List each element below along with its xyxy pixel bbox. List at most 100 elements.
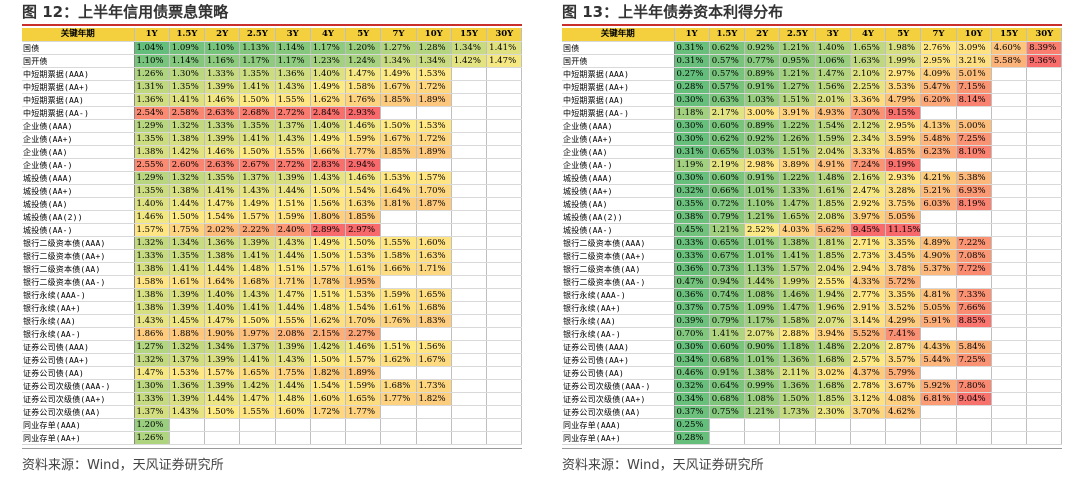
table-cell	[486, 236, 523, 250]
row-label: 银行永续(AA-)	[562, 327, 675, 341]
table-cell	[486, 158, 523, 172]
table-cell	[380, 275, 417, 289]
table-cell: 1.47%	[275, 288, 311, 302]
table-cell: 1.43%	[239, 288, 276, 302]
table-cell	[486, 67, 523, 81]
table-cell: 1.89%	[416, 93, 452, 107]
table-cell: 1.33%	[204, 67, 241, 81]
table-cell: 1.65%	[850, 41, 887, 55]
table-cell: 1.62%	[310, 314, 347, 328]
table-cell: 7.80%	[956, 379, 992, 393]
row-label: 证券公司债(AA)	[22, 366, 135, 380]
table-cell: 2.11%	[779, 366, 816, 380]
table-cell: 0.31%	[674, 41, 710, 55]
table-cell: 2.95%	[920, 54, 957, 68]
table-cell: 1.06%	[815, 54, 851, 68]
table-cell: 0.31%	[674, 54, 710, 68]
table-cell	[310, 431, 347, 445]
table-cell: 2.16%	[850, 171, 887, 185]
table-cell: 0.36%	[674, 288, 710, 302]
table-cell: 3.14%	[850, 314, 887, 328]
table-cell: 1.38%	[134, 288, 170, 302]
table-cell: 1.01%	[744, 249, 781, 263]
row-label: 银行二级资本债(AAA)	[562, 236, 675, 250]
table-cell	[486, 418, 523, 432]
table-cell: 1.75%	[275, 366, 311, 380]
table-row: 银行二级资本债(AA-) 0.47% 0.94% 1.44% 1.99% 2.55% 4.3…	[562, 275, 1063, 289]
table-cell: 1.27%	[779, 80, 816, 94]
table-cell: 1.88%	[169, 327, 206, 341]
table-cell: 0.47%	[674, 275, 710, 289]
table-cell: 4.62%	[885, 405, 922, 419]
table-cell: 1.40%	[134, 197, 170, 211]
table-cell: 1.21%	[744, 405, 781, 419]
table-cell	[451, 379, 488, 393]
table-cell: 1.51%	[779, 93, 816, 107]
table-cell: 2.07%	[815, 314, 851, 328]
table-cell: 1.51%	[275, 262, 311, 276]
row-label: 城投债(AA-)	[22, 223, 135, 237]
table-cell: 1.89%	[416, 145, 452, 159]
figure-12-panel: 图 12：上半年信用债票息策略 关键年期 1Y 1.5Y 2Y 2.5Y 3Y 4Y 5Y 7Y…	[22, 0, 523, 480]
header-corner: 关键年期	[22, 28, 135, 42]
table-cell	[991, 314, 1028, 328]
table-cell	[991, 119, 1028, 133]
table-cell: 1.39%	[275, 171, 311, 185]
table-cell	[451, 210, 488, 224]
row-label: 中短期票据(AA-)	[22, 106, 135, 120]
table-row: 中短期票据(AA-) 2.54% 2.58% 2.63% 2.68% 2.72% 2.84%…	[22, 106, 523, 120]
table-cell	[416, 106, 452, 120]
table-cell	[1026, 431, 1063, 445]
table-cell: 5.38%	[956, 171, 992, 185]
table-cell	[744, 431, 781, 445]
row-label: 企业债(AAA)	[562, 119, 675, 133]
row-label: 企业债(AA+)	[22, 132, 135, 146]
table-cell: 1.41%	[239, 80, 276, 94]
table-cell	[380, 106, 417, 120]
row-label: 证券公司次级债(AA)	[562, 405, 675, 419]
table-cell: 9.15%	[885, 106, 922, 120]
table-cell	[380, 158, 417, 172]
table-row: 银行永续(AA-) 0.70% 1.41% 2.07% 2.88% 3.94% 5.52% 7…	[562, 327, 1063, 341]
table-cell: 1.49%	[239, 197, 276, 211]
row-label: 城投债(AA-)	[562, 223, 675, 237]
table-cell: 1.43%	[275, 132, 311, 146]
table-cell	[991, 184, 1028, 198]
table-cell: 1.53%	[416, 67, 452, 81]
table-cell: 1.54%	[345, 301, 382, 315]
table-cell: 1.50%	[310, 184, 347, 198]
table-cell: 1.50%	[345, 236, 382, 250]
table-cell: 2.87%	[885, 340, 922, 354]
table-cell: 1.68%	[239, 275, 276, 289]
table-cell: 4.09%	[920, 67, 957, 81]
table-cell: 1.39%	[204, 379, 241, 393]
table-cell: 1.41%	[709, 327, 746, 341]
table-cell	[920, 418, 957, 432]
table-cell: 1.33%	[134, 249, 170, 263]
table-cell: 1.44%	[204, 262, 241, 276]
row-label: 中短期票据(AA)	[22, 93, 135, 107]
table-cell: 0.62%	[709, 41, 746, 55]
table-cell: 3.21%	[956, 54, 992, 68]
table-cell: 1.14%	[275, 41, 311, 55]
table-cell: 2.98%	[744, 158, 781, 172]
table-cell: 3.78%	[885, 262, 922, 276]
table-cell: 1.46%	[345, 171, 382, 185]
table-cell: 5.48%	[920, 132, 957, 146]
table-cell: 2.63%	[204, 106, 241, 120]
table-cell: 5.01%	[956, 67, 992, 81]
table-cell: 2.40%	[275, 223, 311, 237]
table-cell: 1.63%	[416, 249, 452, 263]
table-row: 证券公司债(AAA) 1.27% 1.32% 1.34% 1.37% 1.39% 1.42%…	[22, 340, 523, 354]
table-cell: 1.61%	[815, 184, 851, 198]
table-cell: 2.71%	[850, 236, 887, 250]
table-cell: 1.77%	[345, 145, 382, 159]
table-cell: 1.85%	[815, 249, 851, 263]
table-cell	[451, 223, 488, 237]
table-cell: 1.16%	[204, 54, 241, 68]
table-cell	[1026, 119, 1063, 133]
table-cell: 1.37%	[169, 353, 206, 367]
table-cell: 1.44%	[275, 184, 311, 198]
column-header: 5Y	[885, 28, 922, 42]
table-cell	[956, 327, 992, 341]
